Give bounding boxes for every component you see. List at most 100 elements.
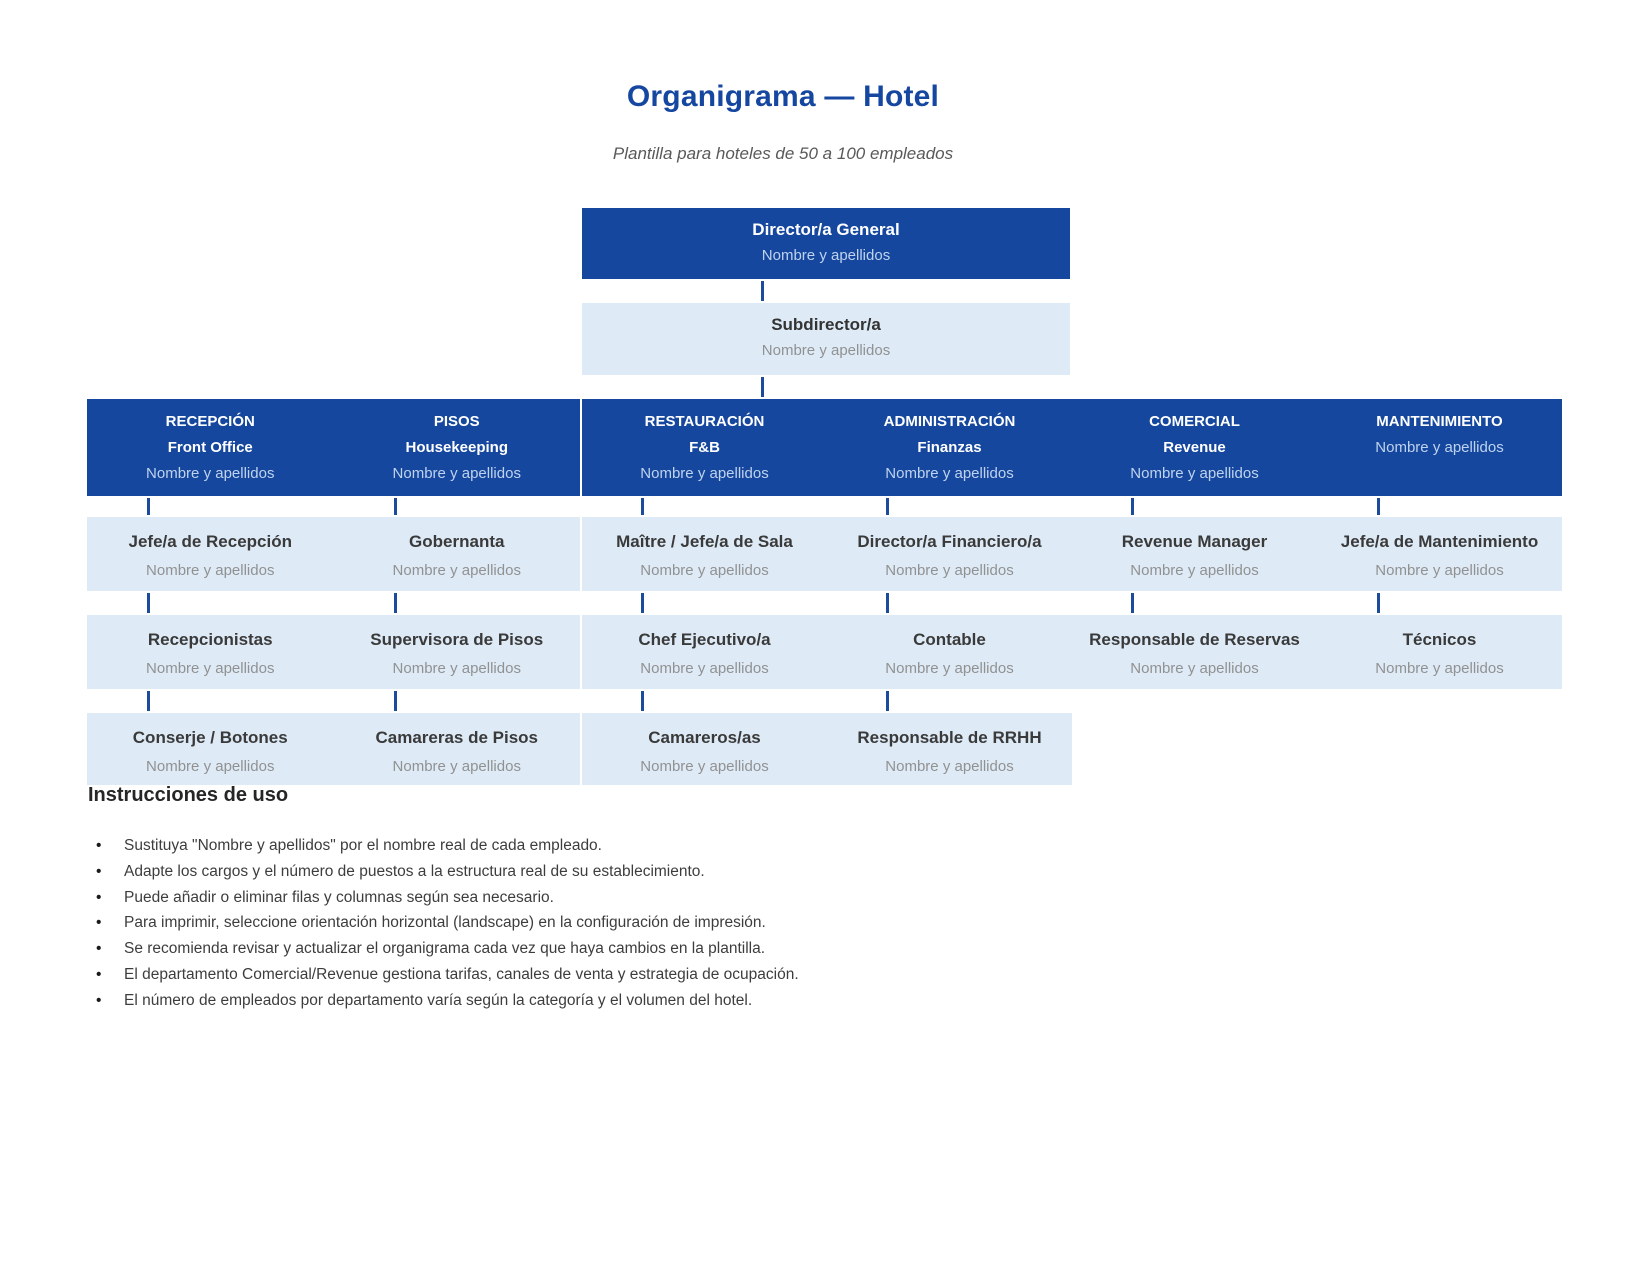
dept-name: ADMINISTRACIÓN [883,413,1016,430]
role-row4-block-left: Conserje / Botones Nombre y apellidos Ca… [87,713,580,785]
dept-head-name: Nombre y apellidos [640,465,769,482]
role-box-jefe-mantenimiento: Jefe/a de Mantenimiento Nombre y apellid… [1317,517,1562,591]
dept-header-mantenimiento: MANTENIMIENTO Nombre y apellidos [1317,399,1562,496]
role-title: Responsable de RRHH [857,728,1042,747]
role-box-supervisora-pisos: Supervisora de Pisos Nombre y apellidos [334,615,581,689]
role-title: Director/a Financiero/a [857,532,1042,551]
role-title: Supervisora de Pisos [370,630,544,649]
dept-name: PISOS [433,413,480,430]
subdirector-box: Subdirector/a Nombre y apellidos [582,303,1070,375]
role-name: Nombre y apellidos [146,758,275,775]
dept-area: Front Office [167,439,253,456]
role-name: Nombre y apellidos [885,758,1014,775]
role-box-camareros: Camareros/as Nombre y apellidos [582,713,827,785]
connector-line [394,691,397,711]
role-name: Nombre y apellidos [885,562,1014,579]
role-box-tecnicos: Técnicos Nombre y apellidos [1317,615,1562,689]
role-title: Camareros/as [648,728,761,747]
dept-head-name: Nombre y apellidos [885,465,1014,482]
connector-line [641,498,644,515]
instructions-heading: Instrucciones de uso [88,784,289,806]
role-box-director-financiero: Director/a Financiero/a Nombre y apellid… [827,517,1072,591]
connector-line [1377,593,1380,613]
role-title: Maître / Jefe/a de Sala [616,532,793,551]
connector-line [761,281,764,301]
role-name: Nombre y apellidos [1130,660,1259,677]
dept-header-restauracion: RESTAURACIÓN F&B Nombre y apellidos [582,399,827,496]
role-box-maitre: Maître / Jefe/a de Sala Nombre y apellid… [582,517,827,591]
page-subtitle: Plantilla para hoteles de 50 a 100 emple… [612,144,954,163]
dept-area: F&B [689,439,720,456]
role-name: Nombre y apellidos [146,562,275,579]
connector-line [886,691,889,711]
dept-header-block-right: RESTAURACIÓN F&B Nombre y apellidos ADMI… [582,399,1562,496]
role-title: Chef Ejecutivo/a [638,630,771,649]
role-title: Revenue Manager [1121,532,1268,551]
dept-header-recepcion: RECEPCIÓN Front Office Nombre y apellido… [87,399,334,496]
role-box-contable: Contable Nombre y apellidos [827,615,1072,689]
instruction-item: Puede añadir o eliminar filas y columnas… [88,885,1288,911]
dept-area: Housekeeping [405,439,509,456]
role-name: Nombre y apellidos [392,758,521,775]
director-general-box: Director/a General Nombre y apellidos [582,208,1070,279]
role-box-responsable-rrhh: Responsable de RRHH Nombre y apellidos [827,713,1072,785]
connector-line [886,498,889,515]
role-name: Nombre y apellidos [392,660,521,677]
instruction-item: El número de empleados por departamento … [88,988,1288,1014]
connector-line [147,498,150,515]
connector-line [147,593,150,613]
dept-header-administracion: ADMINISTRACIÓN Finanzas Nombre y apellid… [827,399,1072,496]
dept-head-name: Nombre y apellidos [1375,439,1504,456]
role-box-jefe-recepcion: Jefe/a de Recepción Nombre y apellidos [87,517,334,591]
role-title: Recepcionistas [147,630,273,649]
instruction-item: Se recomienda revisar y actualizar el or… [88,936,1288,962]
subdirector-title: Subdirector/a [771,315,881,334]
dept-header-block-left: RECEPCIÓN Front Office Nombre y apellido… [87,399,580,496]
instruction-item: Sustituya "Nombre y apellidos" por el no… [88,833,1288,859]
role-box-revenue-manager: Revenue Manager Nombre y apellidos [1072,517,1317,591]
role-name: Nombre y apellidos [146,660,275,677]
connector-line [641,593,644,613]
role-name: Nombre y apellidos [1375,562,1504,579]
role-title: Gobernanta [409,532,505,551]
connector-line [886,593,889,613]
role-row3-block-right: Chef Ejecutivo/a Nombre y apellidos Cont… [582,615,1562,689]
role-box-gobernanta: Gobernanta Nombre y apellidos [334,517,581,591]
connector-line [761,377,764,397]
connector-line [147,691,150,711]
dept-name: RESTAURACIÓN [644,413,765,430]
role-box-chef-ejecutivo: Chef Ejecutivo/a Nombre y apellidos [582,615,827,689]
role-row4-block-right: Camareros/as Nombre y apellidos Responsa… [582,713,1072,785]
role-name: Nombre y apellidos [1375,660,1504,677]
role-box-responsable-reservas: Responsable de Reservas Nombre y apellid… [1072,615,1317,689]
role-box-conserje-botones: Conserje / Botones Nombre y apellidos [87,713,334,785]
connector-line [1131,498,1134,515]
page-title: Organigrama — Hotel [626,80,940,113]
instruction-item: El departamento Comercial/Revenue gestio… [88,962,1288,988]
role-name: Nombre y apellidos [640,758,769,775]
role-row2-block-right: Maître / Jefe/a de Sala Nombre y apellid… [582,517,1562,591]
instruction-item: Adapte los cargos y el número de puestos… [88,859,1288,885]
role-row3-block-left: Recepcionistas Nombre y apellidos Superv… [87,615,580,689]
dept-header-comercial: COMERCIAL Revenue Nombre y apellidos [1072,399,1317,496]
dept-name: RECEPCIÓN [165,413,255,430]
role-title: Conserje / Botones [132,728,288,747]
dept-area: Finanzas [917,439,982,456]
role-title: Técnicos [1402,630,1477,649]
subdirector-name: Nombre y apellidos [761,342,891,359]
connector-line [1131,593,1134,613]
dept-area: Revenue [1163,439,1226,456]
connector-line [394,593,397,613]
role-title: Contable [913,630,986,649]
role-name: Nombre y apellidos [885,660,1014,677]
role-title: Jefe/a de Mantenimiento [1340,532,1539,551]
connector-line [641,691,644,711]
dept-head-name: Nombre y apellidos [146,465,275,482]
role-box-recepcionistas: Recepcionistas Nombre y apellidos [87,615,334,689]
dept-name: COMERCIAL [1149,413,1240,430]
connector-line [394,498,397,515]
dept-head-name: Nombre y apellidos [1130,465,1259,482]
role-name: Nombre y apellidos [392,562,521,579]
connector-line [1377,498,1380,515]
